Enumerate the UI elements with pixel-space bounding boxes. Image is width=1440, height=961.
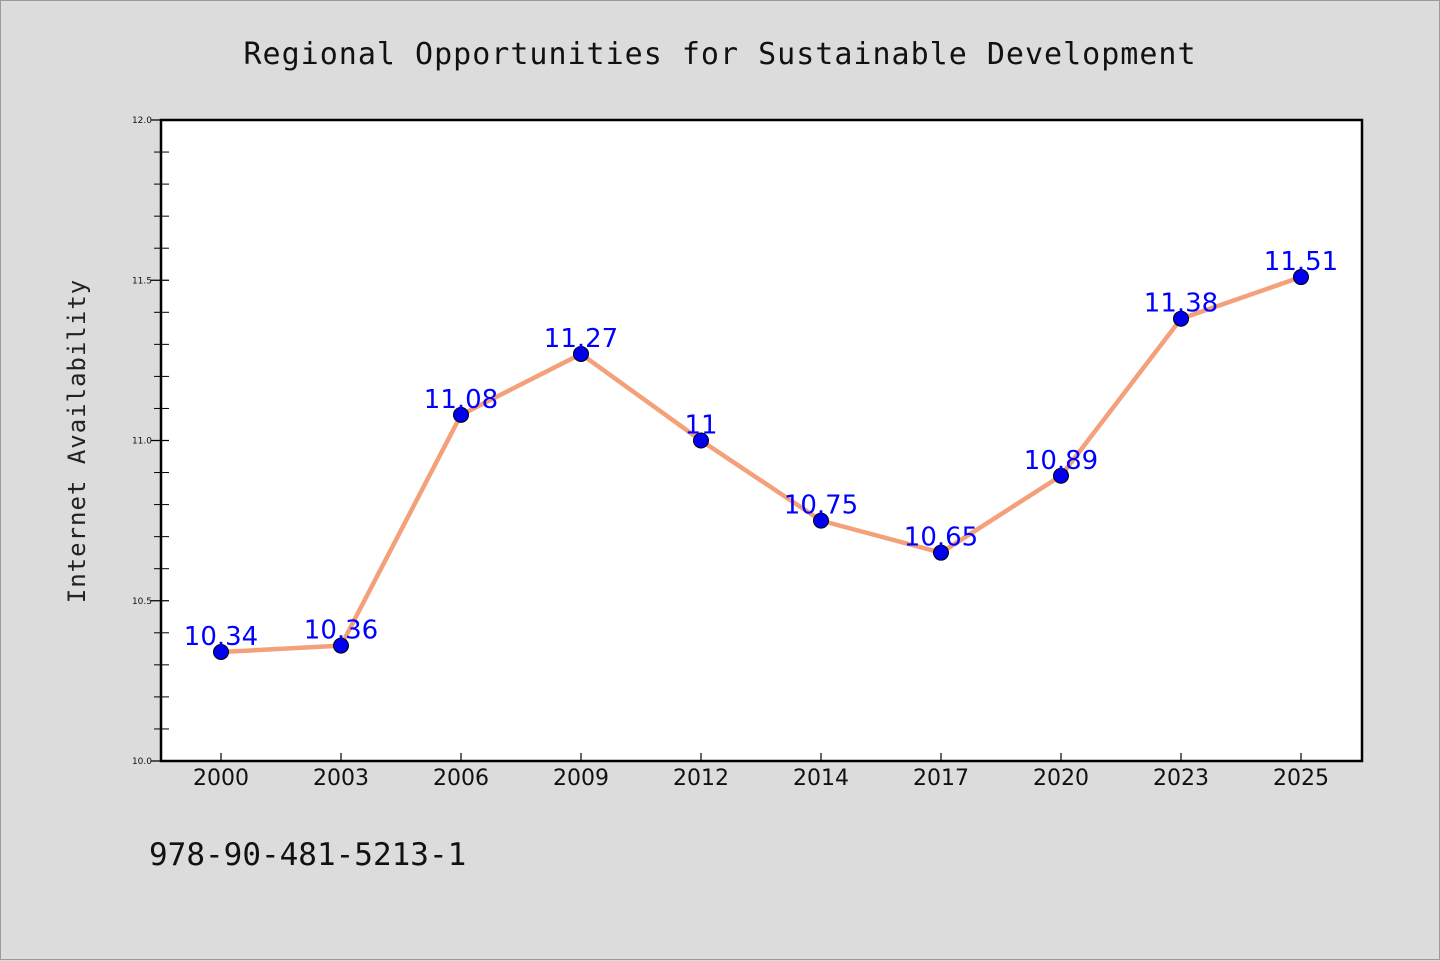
series-group (213, 269, 1309, 661)
data-point (453, 406, 469, 423)
data-point (1293, 269, 1309, 286)
data-point (573, 345, 589, 362)
y-axis-ticks: 10.0 10.5 11.0 11.5 12.0 (132, 116, 169, 767)
data-point (213, 644, 229, 661)
x-tick-label: 2017 (913, 766, 969, 791)
data-label: 11.08 (424, 385, 498, 415)
data-label: 11.38 (1144, 289, 1218, 319)
data-label: 11.51 (1264, 247, 1338, 277)
data-point (813, 512, 829, 529)
x-tick-label: 2006 (433, 766, 489, 791)
y-tick-label: 11.0 (132, 437, 152, 447)
x-tick-label: 2025 (1273, 766, 1329, 791)
y-axis-label: Internet Availability (63, 279, 91, 603)
x-tick-label: 2020 (1033, 766, 1089, 791)
y-tick-label: 12.0 (132, 116, 152, 126)
x-axis-ticks: 2000 2003 2006 2009 2012 2014 2017 2020 2023 2025 (193, 753, 1329, 791)
x-tick-label: 2012 (673, 766, 729, 791)
isbn-text: 978-90-481-5213-1 (149, 837, 466, 873)
data-label: 11 (684, 411, 717, 441)
x-tick-label: 2000 (193, 766, 249, 791)
data-labels-group: 10.34 10.36 11.08 11.27 11 10.75 10.65 10.89 11.… (184, 247, 1338, 652)
x-tick-label: 2023 (1153, 766, 1209, 791)
data-label: 11.27 (544, 324, 618, 354)
data-point (693, 432, 709, 449)
y-tick-label: 10.5 (132, 597, 152, 607)
y-tick-label: 11.5 (132, 276, 152, 286)
data-label: 10.89 (1024, 446, 1098, 476)
data-point (1053, 467, 1069, 484)
data-label: 10.75 (784, 491, 858, 521)
x-tick-label: 2009 (553, 766, 609, 791)
series-line (218, 274, 1304, 655)
chart-title: Regional Opportunities for Sustainable D… (243, 37, 1196, 72)
data-label: 10.34 (184, 622, 258, 652)
y-tick-label: 10.0 (132, 757, 152, 767)
data-label: 10.36 (304, 616, 378, 646)
data-label: 10.65 (904, 523, 978, 553)
data-point (933, 544, 949, 561)
data-point (1173, 310, 1189, 327)
x-tick-label: 2003 (313, 766, 369, 791)
plot-area (159, 118, 1364, 763)
data-point (333, 637, 349, 654)
x-tick-label: 2014 (793, 766, 849, 791)
